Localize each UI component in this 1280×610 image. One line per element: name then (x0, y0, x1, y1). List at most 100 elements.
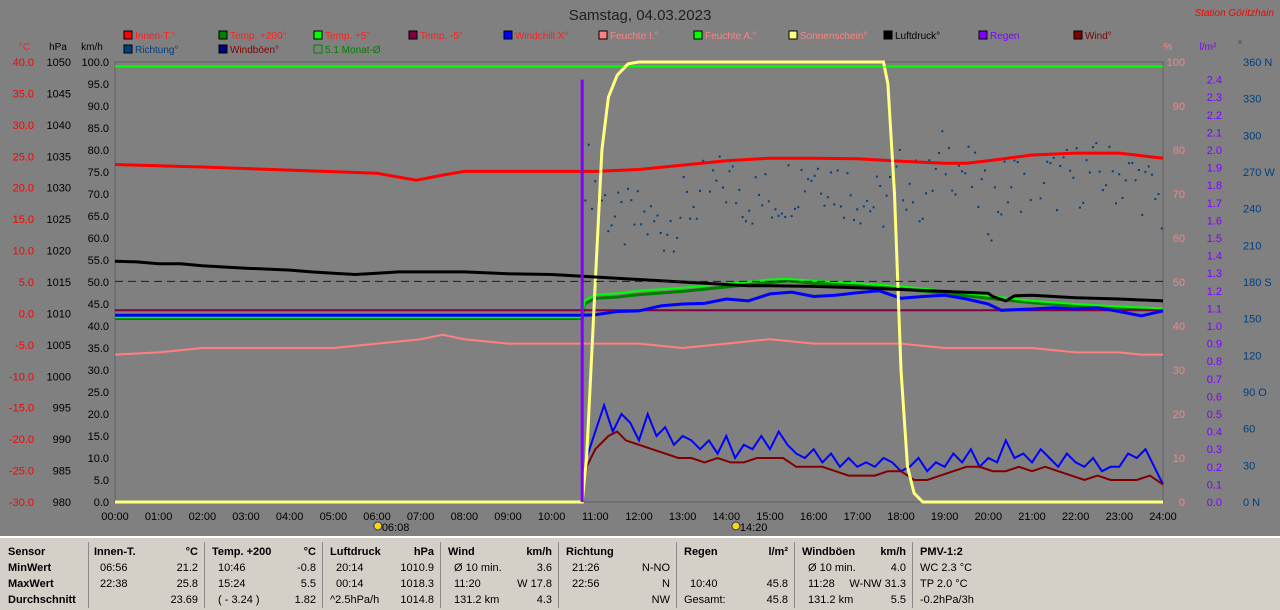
stats-header: Wind (448, 546, 475, 558)
stats-row-label: MaxWert (8, 578, 54, 590)
time-tick-label: 03:00 (232, 511, 260, 523)
wind-tick-label: 80.0 (88, 145, 109, 157)
rain-tick-label: 1.2 (1207, 286, 1222, 298)
wind-tick-label: 5.0 (94, 475, 109, 487)
direction-point (1072, 176, 1075, 179)
direction-point (728, 170, 731, 173)
direction-point (640, 223, 643, 226)
stats-time: 11:28 (808, 578, 835, 590)
stats-time: 11:20 (454, 578, 481, 590)
rain-tick-label: 2.3 (1207, 92, 1222, 104)
direction-point (869, 210, 872, 213)
pressure-tick-label: 980 (53, 497, 71, 509)
direction-point (1020, 210, 1022, 213)
time-tick-label: 24:00 (1149, 511, 1177, 523)
direction-point (875, 175, 878, 178)
humidity-tick-label: 50 (1173, 277, 1185, 289)
rain-tick-label: 1.4 (1207, 251, 1222, 263)
stats-value: W 17.8 (517, 578, 552, 590)
wind-tick-label: 30.0 (88, 365, 109, 377)
stats-value: W-NW 31.3 (849, 578, 906, 590)
direction-point (957, 164, 960, 167)
direction-point (1128, 162, 1131, 165)
pressure-tick-label: 1015 (47, 277, 71, 289)
sunset-icon (731, 521, 741, 531)
direction-point (921, 217, 924, 220)
windboen-line (115, 402, 1164, 503)
statistics-table: Sensor MinWert MaxWert Durchschnitt Inne… (0, 536, 1280, 610)
pressure-tick-label: 1050 (47, 57, 71, 69)
temp-tick-label: 5.0 (19, 277, 34, 289)
stats-value: 1014.8 (400, 594, 434, 606)
stats-header: Luftdruck (330, 546, 381, 558)
stats-luftdruck-column: Luftdruck hPa 20:14 1010.9 00:14 1018.3 ^2.… (322, 542, 441, 608)
direction-point (774, 208, 777, 211)
direction-point (1101, 189, 1104, 192)
direction-point (1075, 147, 1078, 150)
pressure-tick-label: 1010 (47, 308, 71, 320)
rain-tick-label: 0.5 (1207, 409, 1222, 421)
wind-tick-label: 60.0 (88, 233, 109, 245)
direction-point (830, 171, 832, 174)
direction-point (695, 217, 698, 220)
direction-point (1059, 165, 1062, 167)
direction-point (931, 189, 934, 192)
direction-point (1039, 197, 1042, 200)
direction-point (1118, 173, 1121, 176)
rain-tick-label: 0.6 (1207, 391, 1222, 403)
direction-point (961, 170, 963, 173)
direction-point (970, 185, 973, 188)
stats-total-label: Gesamt: (684, 594, 726, 606)
time-tick-label: 21:00 (1018, 511, 1046, 523)
direction-point (1078, 206, 1081, 209)
direction-point (836, 169, 839, 172)
wind-tick-label: 20.0 (88, 409, 109, 421)
pressure-tick-label: 1035 (47, 151, 71, 163)
direction-point (663, 249, 665, 252)
direction-point (613, 215, 616, 218)
sunset-time: 14:20 (740, 522, 768, 534)
wind-tick-label: 40.0 (88, 321, 109, 333)
direction-point (600, 199, 603, 202)
direction-point (843, 216, 846, 219)
direction-tick-label: 270 W (1243, 167, 1275, 179)
direction-point (767, 200, 770, 203)
direction-point (620, 201, 623, 203)
direction-point (646, 233, 649, 236)
direction-tick-label: 180 S (1243, 277, 1272, 289)
direction-point (754, 176, 757, 179)
stats-value: 1.82 (294, 594, 316, 606)
rain-tick-label: 1.5 (1207, 233, 1222, 245)
stats-value: 1010.9 (400, 562, 434, 574)
stats-time: Ø 10 min. (454, 562, 502, 574)
stats-unit: °C (185, 546, 198, 558)
humidity-tick-label: 40 (1173, 321, 1185, 333)
direction-point (1085, 159, 1088, 162)
direction-point (780, 212, 783, 215)
direction-point (712, 169, 715, 172)
direction-point (954, 193, 957, 196)
direction-point (1010, 186, 1013, 189)
rain-tick-label: 2.0 (1207, 145, 1222, 157)
direction-point (591, 207, 593, 210)
direction-tick-label: 0 N (1243, 497, 1260, 509)
direction-point (1056, 209, 1058, 212)
wind-tick-label: 25.0 (88, 387, 109, 399)
wind-tick-label: 10.0 (88, 453, 109, 465)
legend-swatch (313, 44, 323, 54)
sonnenschein-line (115, 60, 1163, 504)
direction-point (587, 143, 590, 146)
legend-label: Temp. +5° (325, 31, 370, 42)
pressure-tick-label: 990 (53, 434, 71, 446)
direction-point (715, 179, 718, 182)
wind-tick-label: 15.0 (88, 431, 109, 443)
time-tick-label: 19:00 (931, 511, 959, 523)
legend-label: Sonnenschein° (800, 31, 867, 42)
time-tick-label: 23:00 (1106, 511, 1134, 523)
direction-point (685, 190, 688, 193)
direction-point (911, 201, 914, 204)
stats-value: N-NO (641, 562, 670, 574)
legend-label: Luftdruck° (895, 31, 940, 42)
humidity-tick-label: 90 (1173, 101, 1185, 113)
stats-value: -0.8 (297, 562, 316, 574)
